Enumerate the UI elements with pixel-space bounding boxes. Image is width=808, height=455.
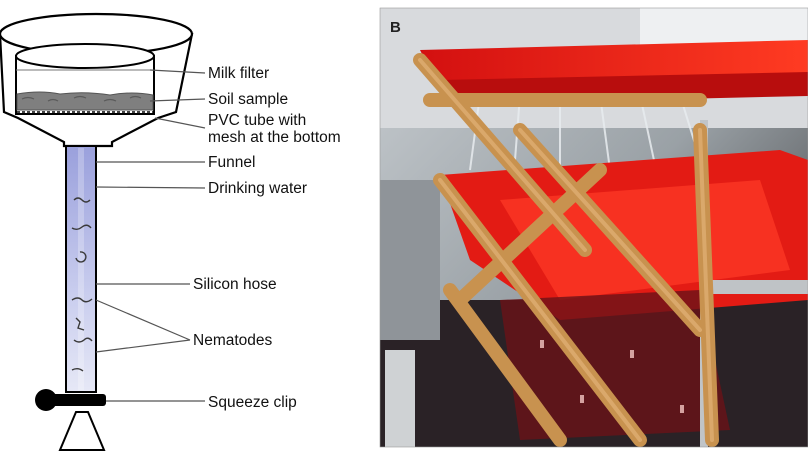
label-pvc-tube-line1: PVC tube with: [208, 112, 306, 129]
funnel-stem: [65, 145, 97, 393]
stand: [58, 411, 106, 451]
soil-texture: [21, 95, 142, 102]
nematodes: [71, 197, 93, 372]
label-pvc-tube-line2: mesh at the bottom: [208, 129, 341, 146]
panel-b-letter: B: [390, 19, 401, 36]
label-funnel: Funnel: [208, 154, 255, 171]
label-drinking-water: Drinking water: [208, 180, 307, 197]
squeeze-clip: [35, 389, 106, 411]
photo-panel-b: B: [379, 7, 808, 448]
soil-sample: [16, 91, 154, 111]
baermann-funnel-diagram: Milk filter Soil sample PVC tube with me…: [0, 12, 341, 451]
label-silicon-hose: Silicon hose: [193, 276, 277, 293]
label-soil-sample: Soil sample: [208, 91, 288, 108]
label-milk-filter: Milk filter: [208, 65, 269, 82]
leader-lines: [95, 69, 206, 402]
label-squeeze-clip: Squeeze clip: [208, 394, 297, 411]
label-nematodes: Nematodes: [193, 332, 273, 349]
